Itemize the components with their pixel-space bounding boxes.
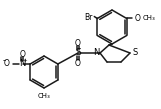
Text: O: O — [75, 38, 81, 48]
Text: +: + — [23, 59, 28, 64]
Text: O: O — [75, 59, 81, 67]
Text: O: O — [135, 14, 141, 23]
Text: S: S — [132, 49, 138, 58]
Text: Br: Br — [84, 13, 92, 22]
Text: S: S — [75, 49, 81, 58]
Text: O: O — [19, 50, 25, 60]
Text: CH₃: CH₃ — [38, 93, 50, 99]
Text: N: N — [19, 60, 25, 68]
Text: N: N — [93, 49, 99, 58]
Text: -: - — [3, 56, 6, 66]
Text: O: O — [3, 60, 9, 68]
Text: CH₃: CH₃ — [143, 15, 156, 21]
